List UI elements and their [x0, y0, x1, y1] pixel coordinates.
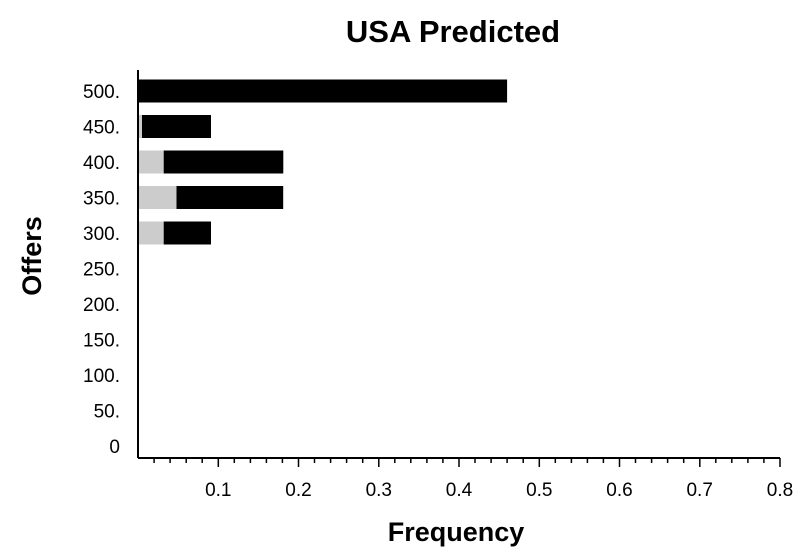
x-tick-label: 0.7 — [686, 480, 712, 501]
y-tick-label: 150. — [83, 331, 120, 352]
bar-450-s0 — [138, 115, 142, 138]
bar-500-s1 — [138, 79, 508, 103]
bar-300-s0 — [138, 221, 164, 245]
x-tick-label: 0.1 — [205, 480, 231, 501]
y-tick-label: 500. — [83, 82, 120, 103]
bar-300-s1 — [163, 221, 211, 245]
y-axis-title: Offers — [17, 216, 47, 296]
y-tick-label: 100. — [83, 366, 120, 387]
x-tick-label: 0.3 — [366, 480, 392, 501]
y-tick-label: 0 — [109, 437, 120, 458]
y-tick-label: 50. — [94, 402, 120, 423]
x-tick-label: 0.6 — [606, 480, 632, 501]
chart-title: USA Predicted — [346, 14, 560, 49]
y-tick-label: 300. — [83, 224, 120, 245]
bar-400-s0 — [138, 150, 164, 174]
x-tick-label: 0.5 — [526, 480, 552, 501]
x-tick-label: 0.4 — [446, 480, 473, 501]
bar-350-s1 — [176, 186, 284, 209]
y-tick-label: 250. — [83, 260, 120, 281]
ticks: 0 50. 100. 150. 200. 250. 300. 350. 400. 450. 500.… — [83, 82, 793, 501]
y-tick-label: 350. — [83, 189, 120, 210]
y-tick-label: 400. — [83, 153, 120, 174]
x-tick-label: 0.8 — [767, 480, 793, 501]
bars — [138, 79, 508, 245]
y-tick-label: 200. — [83, 295, 120, 316]
x-axis-title: Frequency — [388, 517, 525, 547]
bar-350-s0 — [138, 186, 177, 209]
y-tick-label: 450. — [83, 118, 120, 139]
bar-400-s1 — [163, 150, 284, 174]
axes — [137, 70, 780, 459]
bar-450-s1 — [142, 115, 211, 138]
x-tick-label: 0.2 — [285, 480, 311, 501]
